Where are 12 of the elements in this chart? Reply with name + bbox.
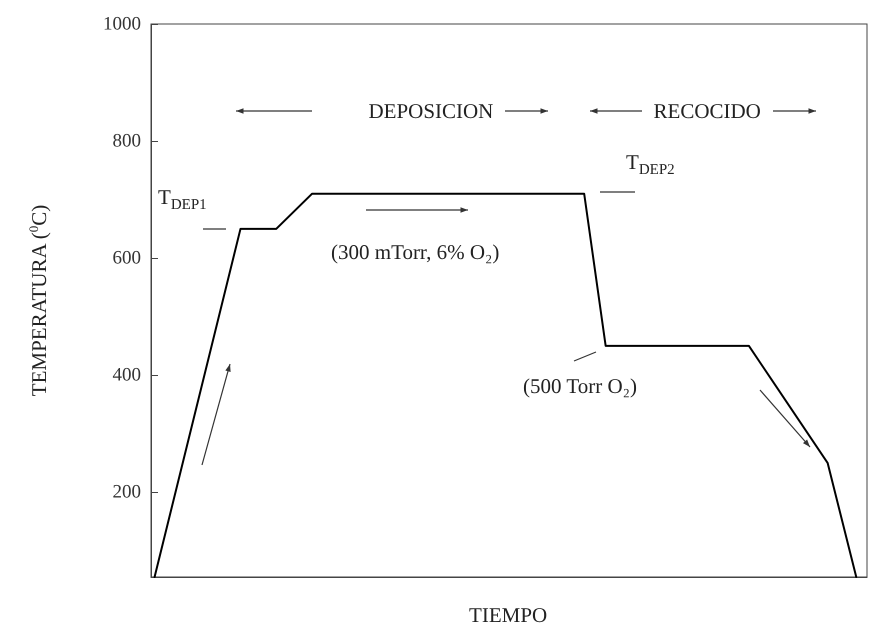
annotation: T$_{DEP2}$ (626, 150, 675, 178)
annotation: T$_{DEP1}$ (158, 185, 207, 214)
y-tick-label: 600 (112, 248, 141, 269)
annotation: (300 mTorr, 6% O₂) (331, 240, 500, 264)
x-axis-title: TIEMPO (469, 602, 548, 626)
annotation: RECOCIDO (654, 98, 761, 122)
y-tick-label: 1000 (103, 14, 141, 34)
annotation: DEPOSICION (368, 98, 494, 122)
y-tick-label: 800 (112, 130, 141, 152)
y-tick-label: 400 (112, 364, 141, 386)
y-tick-label: 200 (112, 482, 141, 503)
annotation: (500 Torr O₂) (523, 374, 637, 398)
